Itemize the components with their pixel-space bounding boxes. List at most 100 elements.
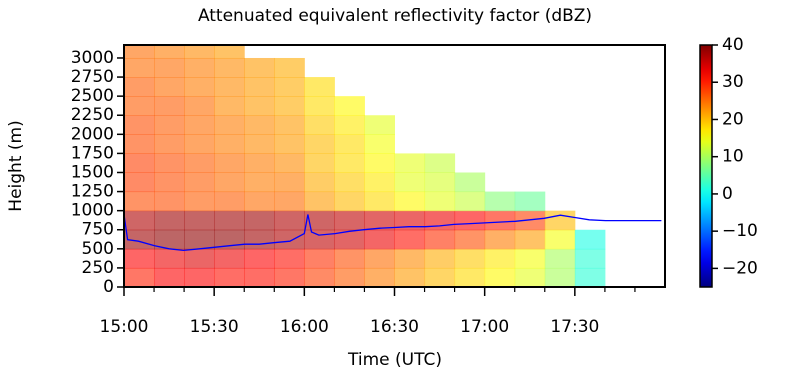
- colorbar-tick-label: 10: [722, 147, 744, 167]
- y-axis-label: Height (m): [6, 120, 26, 211]
- heatmap-cell: [124, 191, 155, 212]
- heatmap-cell: [334, 191, 365, 212]
- heatmap-cell: [124, 115, 155, 135]
- heatmap-cell: [214, 45, 245, 59]
- heatmap-cell: [244, 229, 275, 250]
- heatmap-cell: [364, 134, 395, 154]
- heatmap-cell: [364, 115, 395, 135]
- colorbar-tick-label: 0: [722, 184, 733, 204]
- y-tick-label: 2000: [71, 124, 114, 144]
- heatmap-cell: [514, 191, 546, 212]
- heatmap-cell: [454, 229, 486, 250]
- heatmap-cell: [274, 172, 305, 193]
- heatmap-cell: [184, 248, 215, 269]
- heatmap-cell: [334, 153, 365, 173]
- heatmap-cell: [304, 172, 335, 193]
- heatmap-cell: [364, 267, 395, 287]
- heatmap-cell: [334, 248, 365, 269]
- heatmap-cell: [154, 153, 185, 173]
- heatmap-cell: [184, 229, 215, 250]
- heatmap-cell: [304, 153, 335, 173]
- heatmap-cell: [454, 267, 486, 287]
- heatmap-cell: [394, 229, 426, 250]
- heatmap-cell: [214, 153, 245, 173]
- heatmap-cell: [214, 248, 245, 269]
- colorbar-tick-label: −10: [722, 221, 758, 241]
- heatmap-cell: [334, 267, 365, 287]
- heatmap-cell: [514, 267, 546, 287]
- heatmap-cell: [184, 57, 215, 78]
- heatmap-cell: [184, 153, 215, 173]
- heatmap-cell: [454, 210, 486, 231]
- heatmap-cell: [154, 45, 185, 59]
- heatmap-cell: [334, 172, 365, 193]
- y-tick-label: 2500: [71, 86, 114, 106]
- heatmap-cell: [154, 229, 185, 250]
- heatmap-cell: [154, 191, 185, 212]
- heatmap-cell: [544, 210, 576, 231]
- heatmap-cell: [274, 210, 305, 231]
- heatmap-cell: [364, 191, 395, 212]
- heatmap-cell: [124, 77, 155, 97]
- heatmap-cell: [184, 96, 215, 116]
- heatmap-cell: [184, 134, 215, 154]
- heatmap-cell: [184, 115, 215, 135]
- y-tick-label: 3000: [71, 48, 114, 68]
- heatmap-cell: [154, 267, 185, 287]
- y-tick-label: 2750: [71, 67, 114, 87]
- heatmap-cell: [244, 248, 275, 269]
- heatmap-cell: [244, 191, 275, 212]
- heatmap-cell: [244, 77, 275, 97]
- heatmap-cell: [334, 96, 365, 116]
- heatmap-cell: [394, 153, 426, 173]
- line: [124, 214, 662, 252]
- heatmap-cell: [214, 210, 245, 231]
- heatmap-cell: [334, 210, 365, 231]
- heatmap-cell: [364, 248, 395, 269]
- colorbar-tick-label: 40: [722, 35, 744, 55]
- heatmap-cell: [454, 191, 486, 212]
- heatmap-cell: [244, 57, 275, 78]
- heatmap-cell: [154, 134, 185, 154]
- heatmap-cell: [304, 96, 335, 116]
- heatmap-cell: [244, 172, 275, 193]
- heatmap-cell: [214, 77, 245, 97]
- heatmap-cell: [364, 153, 395, 173]
- heatmap-cell: [184, 267, 215, 287]
- heatmap-cell: [394, 248, 426, 269]
- y-tick-label: 1750: [71, 143, 114, 163]
- heatmap: [124, 45, 662, 287]
- heatmap-cell: [124, 172, 155, 193]
- heatmap-cell: [424, 210, 456, 231]
- heatmap-cell: [274, 96, 305, 116]
- heatmap-cell: [424, 229, 456, 250]
- heatmap-cell: [364, 210, 395, 231]
- heatmap-cell: [304, 191, 335, 212]
- heatmap-cell: [484, 248, 516, 269]
- heatmap-cell: [364, 229, 395, 250]
- heatmap-cell: [274, 248, 305, 269]
- y-tick-label: 500: [82, 239, 114, 259]
- heatmap-cell: [214, 115, 245, 135]
- heatmap-cell: [454, 172, 486, 193]
- heatmap-cell: [184, 172, 215, 193]
- heatmap-cell: [154, 115, 185, 135]
- heatmap-cell: [274, 229, 305, 250]
- heatmap-cell: [214, 172, 245, 193]
- y-tick-label: 0: [103, 277, 114, 297]
- heatmap-cell: [124, 267, 155, 287]
- heatmap-cell: [304, 210, 335, 231]
- heatmap-cell: [154, 248, 185, 269]
- heatmap-cell: [274, 267, 305, 287]
- heatmap-cell: [244, 267, 275, 287]
- heatmap-cell: [424, 248, 456, 269]
- heatmap-cell: [424, 172, 456, 193]
- heatmap-cell: [424, 267, 456, 287]
- heatmap-cell: [124, 45, 155, 59]
- x-tick-label: 17:00: [460, 317, 509, 337]
- heatmap-cell: [184, 210, 215, 231]
- heatmap-cell: [244, 210, 275, 231]
- heatmap-cell: [244, 96, 275, 116]
- heatmap-cell: [484, 210, 516, 231]
